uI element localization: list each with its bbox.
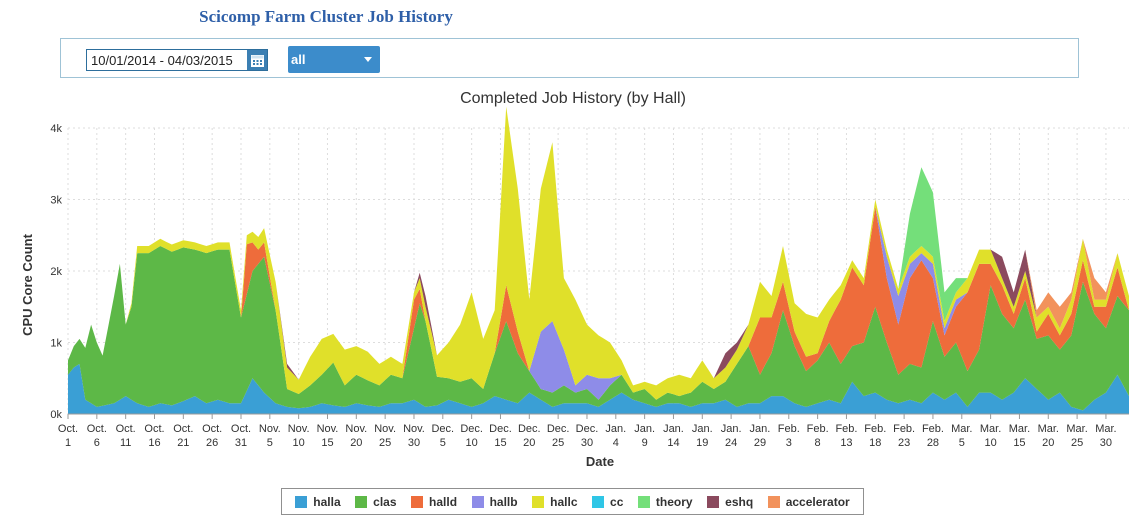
x-tick-label: Dec. 10 <box>460 423 483 449</box>
x-tick-label: Feb. 8 <box>807 423 829 449</box>
legend-label: eshq <box>725 494 754 509</box>
y-tick-label: 2k <box>50 266 62 278</box>
legend-item-clas[interactable]: clas <box>355 494 397 509</box>
filter-panel: all <box>60 38 1079 78</box>
x-tick-label: Feb. 28 <box>922 423 944 449</box>
x-tick-label: Oct. 21 <box>173 423 193 449</box>
x-tick-label: Feb. 18 <box>864 423 886 449</box>
chart-legend: halla clas halld hallb hallc cc theory eshq acce… <box>281 488 864 515</box>
x-tick-label: Jan. 4 <box>605 423 626 449</box>
x-tick-label: Jan. 9 <box>634 423 655 449</box>
area-clas[interactable] <box>68 246 1129 411</box>
legend-item-accelerator[interactable]: accelerator <box>767 494 850 509</box>
legend-swatch <box>411 495 424 508</box>
x-tick-label: Mar. 5 <box>951 423 972 449</box>
x-tick-label: Mar. 20 <box>1038 423 1059 449</box>
legend-label: accelerator <box>785 494 850 509</box>
x-tick-label: Nov. 15 <box>317 423 339 449</box>
hall-select-value: all <box>291 52 306 67</box>
legend-label: hallc <box>550 494 578 509</box>
x-tick-label: Dec. 30 <box>576 423 599 449</box>
area-hallc[interactable] <box>68 106 1129 400</box>
x-tick-label: Oct. 1 <box>58 423 78 449</box>
x-tick-label: Nov. 5 <box>259 423 281 449</box>
legend-swatch <box>592 495 605 508</box>
page-title: Scicomp Farm Cluster Job History <box>199 7 453 26</box>
y-tick-label: 0k <box>50 409 62 421</box>
legend-label: halld <box>429 494 458 509</box>
x-tick-label: Mar. 25 <box>1066 423 1087 449</box>
x-tick-label: Oct. 11 <box>116 423 136 449</box>
x-tick-label: Nov. 20 <box>345 423 367 449</box>
x-tick-label: Dec. 15 <box>489 423 512 449</box>
hall-select[interactable]: all <box>288 46 380 73</box>
x-tick-label: Mar. 30 <box>1095 423 1116 449</box>
legend-item-cc[interactable]: cc <box>592 495 623 509</box>
x-axis-label: Date <box>586 454 614 469</box>
legend-swatch <box>532 495 545 508</box>
x-tick-label: Nov. 30 <box>403 423 425 449</box>
x-tick-label: Feb. 23 <box>893 423 915 449</box>
x-tick-label: Mar. 15 <box>1009 423 1030 449</box>
legend-swatch <box>295 495 308 508</box>
legend-item-halld[interactable]: halld <box>411 495 457 509</box>
legend-swatch <box>637 495 650 508</box>
area-halld[interactable] <box>68 206 1129 400</box>
legend-swatch <box>471 495 484 508</box>
legend-item-eshq[interactable]: eshq <box>707 495 753 509</box>
y-tick-label: 3k <box>50 195 62 207</box>
chevron-down-icon <box>364 57 372 62</box>
date-range-input[interactable] <box>89 50 248 70</box>
x-tick-label: Jan. 29 <box>750 423 771 449</box>
x-tick-label: Dec. 20 <box>518 423 541 449</box>
x-tick-label: Dec. 5 <box>431 423 454 449</box>
x-tick-label: Feb. 13 <box>835 423 857 449</box>
x-tick-label: Feb. 3 <box>778 423 800 449</box>
date-range-picker[interactable] <box>86 49 268 71</box>
x-tick-label: Jan. 14 <box>663 423 684 449</box>
chart-title: Completed Job History (by Hall) <box>460 90 686 107</box>
x-tick-label: Jan. 24 <box>721 423 742 449</box>
legend-label: halla <box>313 494 341 509</box>
legend-swatch <box>767 495 780 508</box>
x-tick-label: Nov. 25 <box>374 423 396 449</box>
legend-label: cc <box>610 494 624 509</box>
legend-item-hallc[interactable]: hallc <box>532 494 578 509</box>
x-tick-label: Oct. 31 <box>231 423 251 449</box>
x-tick-label: Dec. 25 <box>547 423 570 449</box>
legend-item-hallb[interactable]: hallb <box>471 494 518 509</box>
area-theory[interactable] <box>68 106 1129 386</box>
x-tick-label: Oct. 6 <box>87 423 107 449</box>
x-tick-label: Mar. 10 <box>980 423 1001 449</box>
x-tick-label: Nov. 10 <box>288 423 310 449</box>
legend-label: clas <box>373 494 397 509</box>
y-tick-label: 4k <box>50 123 62 135</box>
legend-label: theory <box>655 494 693 509</box>
legend-swatch <box>355 495 368 508</box>
legend-label: hallb <box>489 494 518 509</box>
area-halla[interactable] <box>68 363 1129 414</box>
x-tick-label: Oct. 16 <box>144 423 164 449</box>
x-tick-label: Jan. 19 <box>692 423 713 449</box>
y-tick-label: 1k <box>50 338 62 350</box>
legend-swatch <box>707 495 720 508</box>
legend-item-theory[interactable]: theory <box>637 494 693 509</box>
legend-item-halla[interactable]: halla <box>295 494 341 509</box>
calendar-icon[interactable] <box>247 50 267 70</box>
y-axis-label: CPU Core Count <box>20 233 35 336</box>
x-tick-label: Oct. 26 <box>202 423 222 449</box>
